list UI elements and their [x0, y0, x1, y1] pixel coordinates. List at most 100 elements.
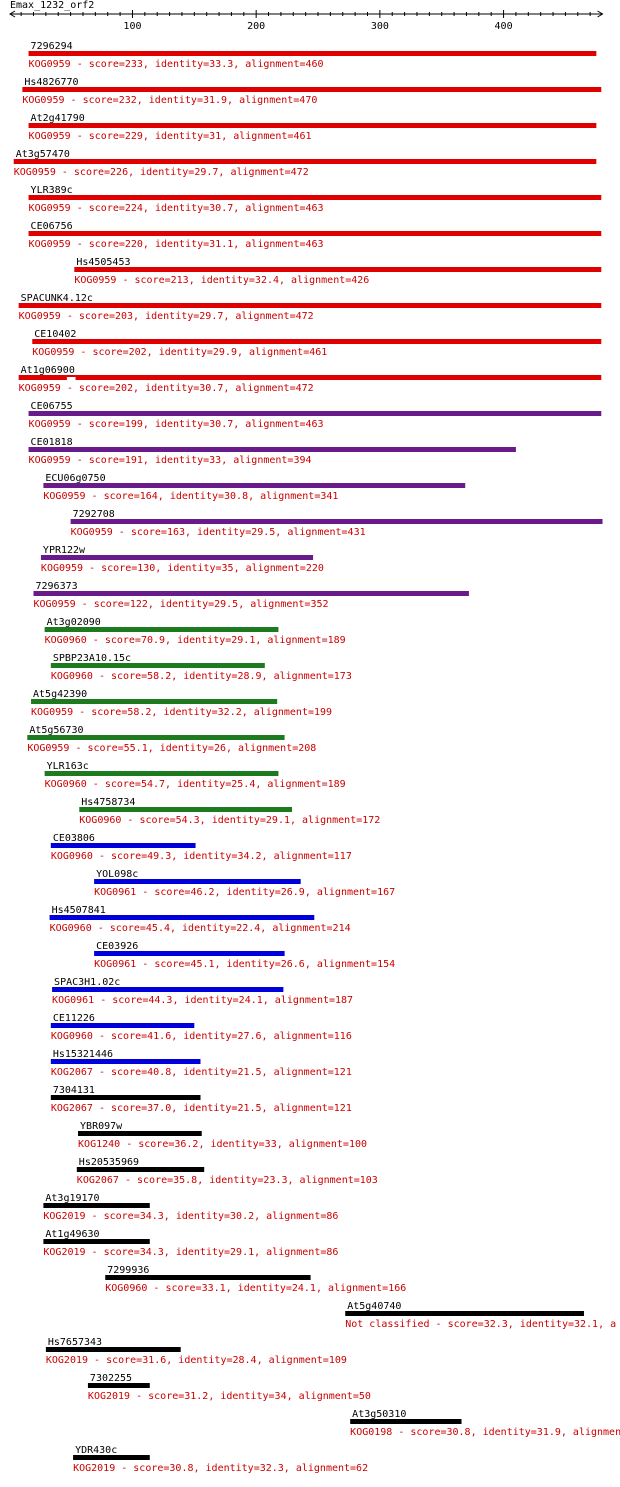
hit-name: YOL098c — [96, 869, 138, 880]
hit-name: Hs20535969 — [79, 1157, 139, 1168]
hit-description: KOG1240 - score=36.2, identity=33, align… — [78, 1139, 367, 1150]
hit-bar — [50, 1059, 201, 1064]
hit-row: Hs4505453 KOG0959 - score=213, identity=3… — [74, 257, 602, 286]
hit-description: KOG0959 - score=220, identity=31.1, alig… — [29, 239, 324, 250]
hit-row: At3g50310 KOG0198 - score=30.8, identity=… — [350, 1409, 620, 1438]
hit-bar — [105, 1275, 311, 1280]
hit-row: At3g02090 KOG0960 - score=70.9, identity=… — [44, 617, 346, 646]
hit-name: CE03806 — [53, 833, 95, 844]
hit-row: SPAC3H1.02c KOG0961 - score=44.3, identit… — [52, 977, 353, 1006]
hit-description: KOG0959 - score=55.1, identity=26, align… — [27, 743, 316, 754]
hit-name: At5g56730 — [29, 725, 83, 736]
hit-description: KOG2067 - score=40.8, identity=21.5, ali… — [51, 1067, 352, 1078]
hit-bar — [13, 159, 597, 164]
hit-name: 7302255 — [90, 1373, 132, 1384]
ruler-tick-label: 200 — [247, 21, 265, 32]
hit-description: KOG2019 - score=34.3, identity=29.1, ali… — [43, 1247, 338, 1258]
hit-row: YBR097w KOG1240 - score=36.2, identity=33… — [78, 1121, 367, 1150]
hit-bar — [45, 1347, 181, 1352]
hit-row: CE10402 KOG0959 - score=202, identity=29.… — [32, 329, 602, 358]
hit-name: ECU06g0750 — [45, 473, 105, 484]
hit-description: KOG0960 - score=41.6, identity=27.6, ali… — [51, 1031, 352, 1042]
hit-bar — [70, 519, 603, 524]
hit-row: CE03926 KOG0961 - score=45.1, identity=26… — [94, 941, 395, 970]
hit-description: KOG0960 - score=54.7, identity=25.4, ali… — [45, 779, 346, 790]
hit-description: KOG0959 - score=233, identity=33.3, alig… — [29, 59, 324, 70]
hit-list: 7296294 KOG0959 - score=233, identity=33.… — [13, 41, 620, 1474]
hit-row: Hs7657343 KOG2019 - score=31.6, identity=… — [45, 1337, 347, 1366]
hit-row: YOL098c KOG0961 - score=46.2, identity=26… — [94, 869, 395, 898]
hit-name: SPBP23A10.15c — [53, 653, 131, 664]
hit-name: Hs4758734 — [81, 797, 135, 808]
hit-name: At1g49630 — [45, 1229, 99, 1240]
hit-description: KOG0961 - score=45.1, identity=26.6, ali… — [94, 959, 395, 970]
hit-description: KOG0959 - score=203, identity=29.7, alig… — [19, 311, 314, 322]
hit-description: KOG0959 - score=229, identity=31, alignm… — [29, 131, 312, 142]
hit-description: KOG0959 - score=199, identity=30.7, alig… — [29, 419, 324, 430]
hit-row: 7302255 KOG2019 - score=31.2, identity=34… — [87, 1373, 371, 1402]
hit-row: Hs15321446 KOG2067 - score=40.8, identity… — [50, 1049, 352, 1078]
hit-description: KOG0959 - score=232, identity=31.9, alig… — [22, 95, 317, 106]
hit-row: YPR122w KOG0959 - score=130, identity=35,… — [40, 545, 324, 574]
hit-row: CE11226 KOG0960 - score=41.6, identity=27… — [50, 1013, 352, 1042]
hit-bar — [28, 411, 602, 416]
hit-name: SPAC3H1.02c — [54, 977, 120, 988]
hit-name: At3g19170 — [45, 1193, 99, 1204]
hit-name: CE11226 — [53, 1013, 95, 1024]
hit-bar — [49, 915, 315, 920]
hit-name: Hs4505453 — [76, 257, 130, 268]
hit-bar — [50, 1023, 195, 1028]
hit-row: YLR389c KOG0959 - score=224, identity=30.… — [28, 185, 602, 214]
hit-name: CE10402 — [34, 329, 76, 340]
hit-bar — [28, 123, 597, 128]
hit-row: CE06755 KOG0959 - score=199, identity=30.… — [28, 401, 602, 430]
hit-bar — [44, 627, 279, 632]
hit-bar — [44, 771, 279, 776]
hit-row: 7292708 KOG0959 - score=163, identity=29.… — [70, 509, 603, 538]
hit-description: KOG0959 - score=226, identity=29.7, alig… — [14, 167, 309, 178]
ruler-tick-label: 100 — [123, 21, 141, 32]
hit-row: At1g06900 KOG0959 - score=202, identity=3… — [18, 365, 602, 394]
hit-name: At3g02090 — [47, 617, 101, 628]
ruler-right-arrow-icon — [597, 10, 604, 18]
hit-bar — [31, 699, 278, 704]
hit-description: KOG0961 - score=46.2, identity=26.9, ali… — [94, 887, 395, 898]
hit-name: At1g06900 — [21, 365, 75, 376]
hit-description: KOG0960 - score=33.1, identity=24.1, ali… — [105, 1283, 406, 1294]
hit-name: SPACUNK4.12c — [21, 293, 93, 304]
hit-row: Hs4826770 KOG0959 - score=232, identity=3… — [22, 77, 602, 106]
hit-description: KOG0961 - score=44.3, identity=24.1, ali… — [52, 995, 353, 1006]
ruler-left-arrow-icon — [9, 10, 16, 18]
hit-bar — [74, 267, 602, 272]
hit-name: At5g42390 — [33, 689, 87, 700]
hit-bar — [22, 87, 602, 92]
hit-name: CE01818 — [31, 437, 73, 448]
hit-bar — [43, 1203, 150, 1208]
ruler-tick-label: 400 — [495, 21, 513, 32]
hit-row: YDR430c KOG2019 - score=30.8, identity=32… — [73, 1445, 368, 1474]
hit-description: KOG0959 - score=202, identity=30.7, alig… — [19, 383, 314, 394]
hit-name: At3g57470 — [16, 149, 70, 160]
hit-description: KOG2067 - score=35.8, identity=23.3, ali… — [77, 1175, 378, 1186]
hit-bar — [94, 951, 285, 956]
hit-bar — [18, 303, 602, 308]
hit-row: SPACUNK4.12c KOG0959 - score=203, identit… — [18, 293, 602, 322]
hit-description: KOG0960 - score=49.3, identity=34.2, ali… — [51, 851, 352, 862]
hit-description: KOG2019 - score=34.3, identity=30.2, ali… — [43, 1211, 338, 1222]
hit-description: KOG0959 - score=224, identity=30.7, alig… — [29, 203, 324, 214]
hit-bar — [33, 591, 469, 596]
hit-row: CE06756 KOG0959 - score=220, identity=31.… — [28, 221, 602, 250]
hit-bar — [40, 555, 314, 560]
hit-row: At3g57470 KOG0959 - score=226, identity=2… — [13, 149, 597, 178]
hit-name: CE06756 — [31, 221, 73, 232]
hit-bar — [50, 1095, 201, 1100]
hit-name: Hs7657343 — [48, 1337, 102, 1348]
hit-description: KOG0959 - score=213, identity=32.4, alig… — [74, 275, 369, 286]
hit-bar — [28, 51, 597, 56]
hit-description: KOG2067 - score=37.0, identity=21.5, ali… — [51, 1103, 352, 1114]
hit-bar — [76, 1167, 205, 1172]
hit-bar — [28, 195, 602, 200]
hit-description: KOG0198 - score=30.8, identity=31.9, ali… — [350, 1427, 620, 1438]
